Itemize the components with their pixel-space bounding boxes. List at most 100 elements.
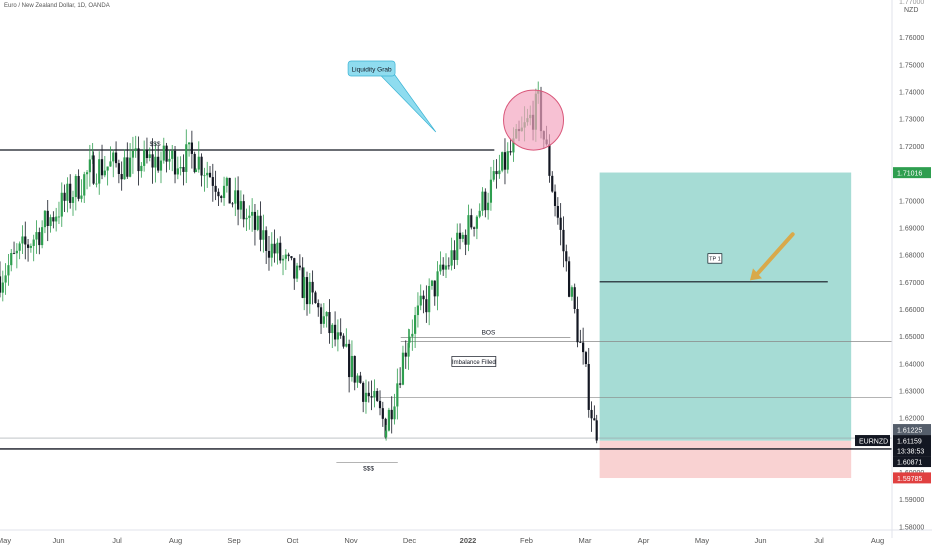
candle-body xyxy=(573,287,576,309)
x-tick-label: Oct xyxy=(287,536,300,545)
candle-body xyxy=(256,215,259,230)
candle-body xyxy=(430,280,434,286)
candle-body xyxy=(553,191,557,206)
candle-body xyxy=(129,157,132,177)
candle-body xyxy=(26,244,30,248)
tp-box xyxy=(707,253,723,264)
candle-body xyxy=(95,183,98,185)
candle-body xyxy=(390,409,393,420)
x-tick-label: Dec xyxy=(403,536,417,545)
candle-body xyxy=(148,154,151,159)
candle-body xyxy=(267,250,271,258)
candle-body xyxy=(4,275,7,283)
x-tick-label: 2022 xyxy=(460,536,477,545)
candle-body xyxy=(481,191,484,211)
candle-body xyxy=(328,312,331,334)
candle-body xyxy=(253,211,257,230)
candle-body xyxy=(80,195,83,199)
candle-body xyxy=(239,201,243,210)
candle-body xyxy=(190,142,193,154)
candle-body xyxy=(444,265,448,270)
candle-body xyxy=(60,192,63,217)
candle-body xyxy=(314,292,317,304)
candle-body xyxy=(194,169,198,173)
candle-body xyxy=(472,227,476,229)
candle-body xyxy=(353,355,356,383)
candle-body xyxy=(248,215,251,218)
candle-body xyxy=(325,312,328,317)
price-tag-label: 13:38:53 xyxy=(897,449,924,456)
candle-body xyxy=(92,155,95,184)
tp-arrow-head xyxy=(749,268,762,281)
candle-body xyxy=(259,215,262,240)
candle-body xyxy=(168,158,171,162)
candle-body xyxy=(41,227,44,246)
candle-body xyxy=(404,352,407,357)
candle-body xyxy=(279,242,282,261)
x-tick-label: Feb xyxy=(520,536,533,545)
candle-body xyxy=(114,152,118,164)
candle-body xyxy=(303,277,306,298)
currency-label: NZD xyxy=(904,7,918,14)
candle-body xyxy=(450,250,453,266)
candles-group xyxy=(0,81,598,444)
candle-body xyxy=(193,153,196,173)
candle-body xyxy=(501,152,504,171)
candle-body xyxy=(512,138,515,153)
candle-body xyxy=(98,159,101,184)
candle-body xyxy=(458,232,462,239)
candle-body xyxy=(396,383,399,407)
y-tick-label: 1.69000 xyxy=(899,225,924,232)
candle-body xyxy=(1,282,4,293)
y-tick-label: 1.75000 xyxy=(899,62,924,69)
candle-body xyxy=(29,245,32,248)
candle-body xyxy=(0,276,2,293)
candle-body xyxy=(112,152,115,162)
price-tag xyxy=(893,472,931,484)
candle-body xyxy=(503,152,507,170)
candle-body xyxy=(362,382,365,402)
price-tag-label: 1.59785 xyxy=(897,476,922,483)
candle-body xyxy=(134,148,137,151)
symbol-title: Euro / New Zealand Dollar, 1D, OANDA xyxy=(4,3,110,9)
candle-body xyxy=(15,250,18,254)
candle-body xyxy=(364,392,368,402)
candle-body xyxy=(71,197,75,203)
candle-body xyxy=(359,375,362,383)
candle-body xyxy=(211,177,214,186)
callout-pointer xyxy=(379,74,437,133)
candle-body xyxy=(387,409,391,431)
candle-body xyxy=(74,175,77,198)
candle-body xyxy=(370,396,373,398)
candle-body xyxy=(414,315,417,334)
y-tick-label: 1.59000 xyxy=(899,497,924,504)
candle-body xyxy=(165,145,168,162)
candle-body xyxy=(339,332,342,336)
candle-body xyxy=(185,144,188,172)
candle-body xyxy=(317,303,320,308)
candle-body xyxy=(103,170,106,176)
candle-body xyxy=(590,409,593,419)
candle-body xyxy=(570,287,573,297)
candle-body xyxy=(567,261,571,297)
candle-body xyxy=(293,258,296,279)
candle-body xyxy=(401,352,405,385)
imbalance-box xyxy=(451,356,497,367)
candle-body xyxy=(77,175,80,199)
candle-body xyxy=(411,333,414,337)
candle-body xyxy=(251,211,254,216)
candle-body xyxy=(12,252,16,254)
candle-body xyxy=(18,243,21,251)
candle-body xyxy=(236,190,240,210)
tp-label: TP 1 xyxy=(709,257,721,263)
candle-body xyxy=(117,163,120,174)
candle-body xyxy=(428,285,431,313)
candle-body xyxy=(342,335,345,347)
candle-body xyxy=(131,150,135,158)
candle-body xyxy=(453,250,456,260)
candle-body xyxy=(85,172,89,175)
candle-body xyxy=(551,175,554,192)
candle-body xyxy=(234,190,237,204)
x-tick-label: Jun xyxy=(52,536,64,545)
